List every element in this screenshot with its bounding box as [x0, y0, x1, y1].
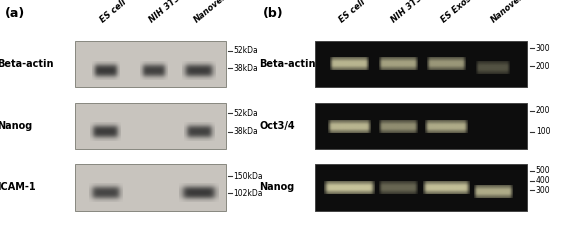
- Text: ES Exosome: ES Exosome: [439, 0, 488, 25]
- Text: 200: 200: [536, 106, 550, 115]
- Text: ES cell: ES cell: [337, 0, 367, 25]
- Text: (a): (a): [5, 8, 26, 20]
- Bar: [315, 40, 527, 87]
- Bar: [75, 40, 226, 87]
- Text: Nanog: Nanog: [259, 182, 295, 192]
- Text: 400: 400: [536, 176, 551, 185]
- Text: 52kDa: 52kDa: [234, 109, 258, 118]
- Text: Nanovesicle: Nanovesicle: [192, 0, 241, 25]
- Bar: [75, 164, 226, 210]
- Text: 300: 300: [536, 44, 551, 52]
- Text: NIH 3T3: NIH 3T3: [148, 0, 182, 25]
- Text: Oct3/4: Oct3/4: [259, 121, 295, 131]
- Bar: [315, 103, 527, 150]
- Text: Nanovesicle: Nanovesicle: [489, 0, 539, 25]
- Text: 150kDa: 150kDa: [234, 172, 263, 181]
- Text: 200: 200: [536, 62, 550, 70]
- Text: ICAM-1: ICAM-1: [0, 182, 36, 192]
- Text: 100: 100: [536, 127, 550, 136]
- Bar: [75, 103, 226, 150]
- Bar: [315, 164, 527, 210]
- Text: NIH 3T3: NIH 3T3: [390, 0, 424, 25]
- Text: Beta-actin: Beta-actin: [0, 59, 54, 69]
- Text: (b): (b): [262, 8, 283, 20]
- Text: 500: 500: [536, 166, 551, 175]
- Text: 300: 300: [536, 186, 551, 195]
- Text: 38kDa: 38kDa: [234, 127, 258, 136]
- Text: ES cell: ES cell: [99, 0, 128, 25]
- Text: Beta-actin: Beta-actin: [259, 59, 316, 69]
- Text: 102kDa: 102kDa: [234, 188, 263, 198]
- Text: 38kDa: 38kDa: [234, 64, 258, 73]
- Text: 52kDa: 52kDa: [234, 46, 258, 55]
- Text: Nanog: Nanog: [0, 121, 32, 131]
